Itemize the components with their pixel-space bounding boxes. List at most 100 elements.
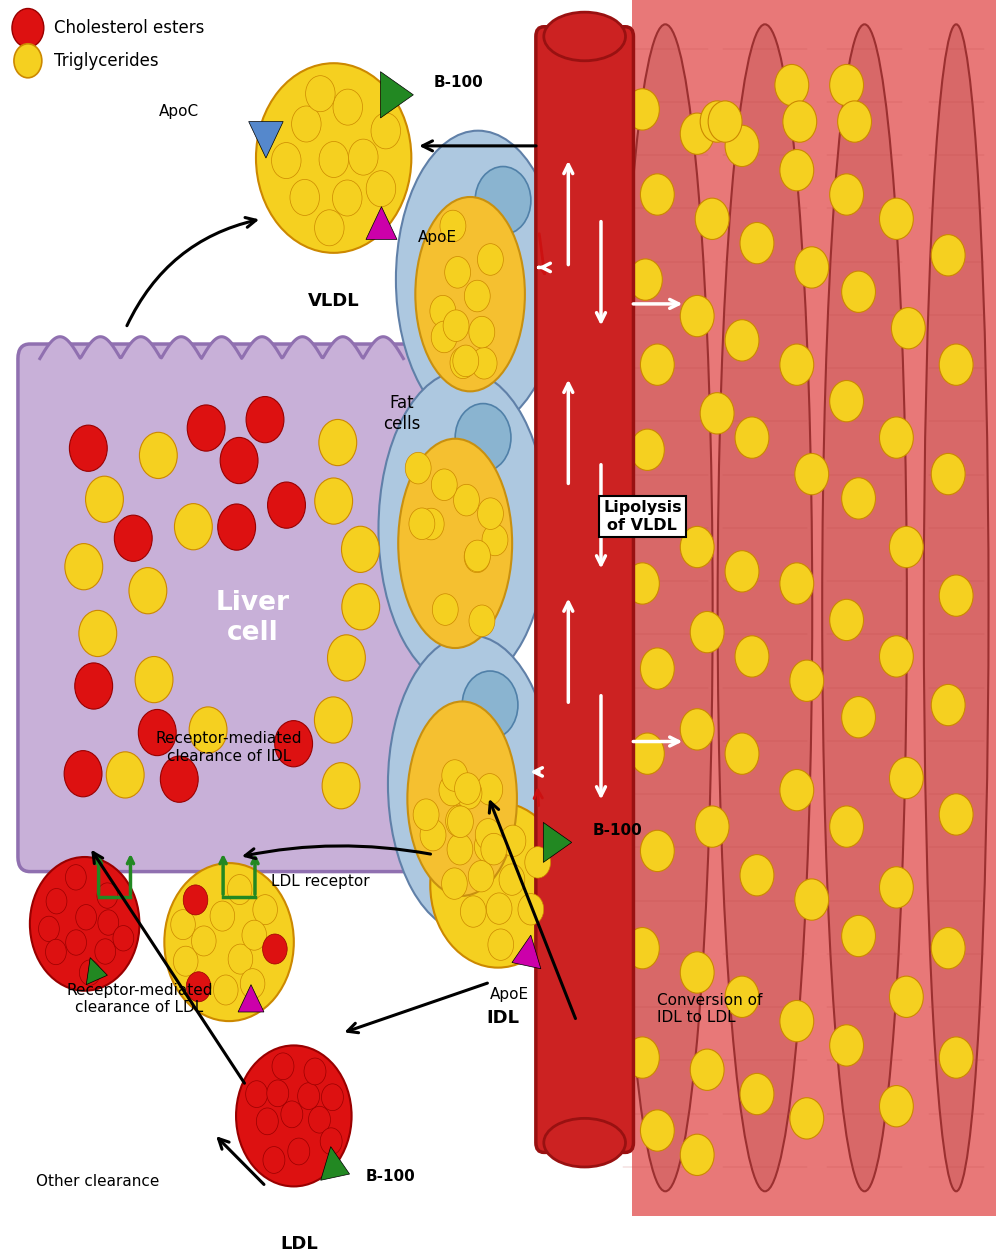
Circle shape [315,697,353,743]
Circle shape [64,751,102,797]
Ellipse shape [415,197,525,391]
Circle shape [468,861,494,892]
Circle shape [86,476,124,522]
Circle shape [445,806,471,837]
Circle shape [298,1083,320,1109]
Circle shape [630,430,664,471]
Circle shape [830,381,864,422]
Text: Receptor-mediated
clearance of IDL: Receptor-mediated clearance of IDL [155,732,303,764]
Circle shape [228,944,253,974]
Circle shape [115,515,152,561]
Circle shape [442,759,468,792]
Circle shape [783,101,817,142]
Circle shape [113,926,133,950]
Polygon shape [366,206,397,240]
Circle shape [640,174,674,215]
Circle shape [740,854,774,896]
Circle shape [795,247,829,289]
Circle shape [39,917,60,942]
Circle shape [242,921,267,950]
Circle shape [518,893,544,926]
Polygon shape [380,71,413,117]
Text: Liver
cell: Liver cell [215,590,289,646]
Circle shape [263,934,287,964]
Circle shape [413,799,439,831]
Circle shape [625,563,659,605]
Ellipse shape [924,24,988,1192]
Circle shape [139,432,177,478]
Circle shape [246,1080,268,1108]
Circle shape [842,477,875,520]
Circle shape [367,171,395,207]
Circle shape [700,101,734,142]
Circle shape [66,929,87,955]
Circle shape [830,806,864,847]
Circle shape [320,1128,343,1154]
Circle shape [76,904,97,931]
Text: Fat
cells: Fat cells [382,393,420,432]
Circle shape [333,180,362,216]
Circle shape [319,141,349,177]
Circle shape [780,1000,814,1042]
Circle shape [695,199,729,240]
Circle shape [939,575,973,616]
Ellipse shape [544,1118,625,1167]
Circle shape [482,525,508,556]
Circle shape [464,540,490,572]
Text: ApoE: ApoE [418,230,457,245]
Circle shape [65,543,103,590]
Circle shape [790,659,824,702]
Circle shape [830,600,864,641]
Circle shape [66,864,87,891]
Circle shape [191,926,216,955]
Ellipse shape [717,24,813,1192]
Circle shape [640,343,674,386]
Text: Triglycerides: Triglycerides [54,51,158,70]
Circle shape [640,831,674,872]
Circle shape [628,259,662,300]
Circle shape [315,478,353,525]
Circle shape [889,526,923,568]
Circle shape [455,403,511,472]
Circle shape [236,1045,352,1187]
Ellipse shape [378,371,548,687]
Circle shape [879,1085,913,1127]
Circle shape [475,166,531,235]
Circle shape [456,777,482,809]
Circle shape [725,551,759,592]
Circle shape [695,806,729,847]
Circle shape [725,733,759,774]
Circle shape [292,106,321,142]
Circle shape [187,405,225,451]
Polygon shape [512,936,541,969]
Circle shape [189,707,227,753]
Circle shape [319,420,357,466]
Circle shape [486,893,512,924]
Circle shape [97,883,118,908]
Circle shape [891,307,925,348]
Circle shape [780,769,814,811]
Circle shape [680,952,714,993]
Circle shape [183,884,208,916]
Circle shape [420,819,446,851]
Text: ApoC: ApoC [159,105,199,120]
Circle shape [430,802,566,968]
FancyBboxPatch shape [18,343,425,872]
Circle shape [79,611,117,657]
Text: Conversion of
IDL to LDL: Conversion of IDL to LDL [657,993,763,1025]
Circle shape [889,977,923,1018]
Circle shape [680,1134,714,1175]
Circle shape [443,310,469,341]
Circle shape [30,857,139,990]
Circle shape [333,89,363,125]
Circle shape [525,847,551,878]
Circle shape [322,1084,344,1110]
Circle shape [288,1138,310,1165]
Circle shape [240,969,265,999]
Circle shape [690,1049,724,1090]
Circle shape [830,1024,864,1067]
Circle shape [488,929,514,960]
Circle shape [842,697,875,738]
Text: Cholesterol esters: Cholesterol esters [54,19,204,37]
Circle shape [164,863,294,1022]
